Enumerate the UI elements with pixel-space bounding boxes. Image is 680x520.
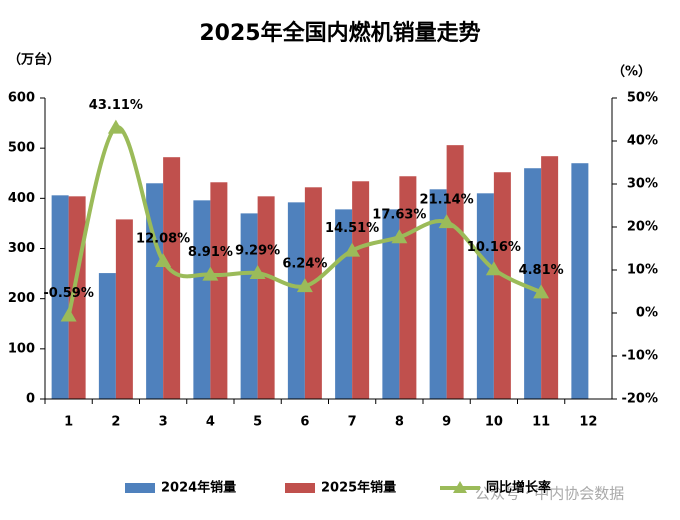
bar xyxy=(98,273,116,399)
x-tick-label: 7 xyxy=(348,415,357,430)
y2-tick-label: -10% xyxy=(621,349,658,364)
bar xyxy=(193,200,211,399)
marker xyxy=(344,242,361,257)
x-tick-label: 8 xyxy=(395,415,404,430)
y-tick-label: 200 xyxy=(8,291,35,306)
legend-label: 同比增长率 xyxy=(486,480,551,496)
marker xyxy=(296,278,313,293)
marker xyxy=(60,307,77,322)
x-tick-label: 3 xyxy=(159,415,168,430)
value-label: 14.51% xyxy=(325,221,379,236)
y-axis-label: （万台） xyxy=(8,52,60,68)
bar xyxy=(352,181,370,399)
chart-title: 2025年全国内燃机销量走势 xyxy=(199,20,480,46)
bar xyxy=(571,163,589,399)
bar xyxy=(382,209,400,399)
bar xyxy=(146,183,164,399)
value-label: 17.63% xyxy=(372,208,426,223)
x-tick-label: 1 xyxy=(64,415,73,430)
legend-marker xyxy=(453,481,467,493)
y2-tick-label: 10% xyxy=(627,263,658,278)
y-tick-label: 0 xyxy=(26,392,35,407)
y2-tick-label: 20% xyxy=(627,220,658,235)
marker xyxy=(202,266,219,281)
bar xyxy=(493,172,511,399)
bar xyxy=(524,168,542,399)
bar xyxy=(446,145,464,399)
x-tick-label: 5 xyxy=(253,415,262,430)
y-tick-label: 100 xyxy=(8,341,35,356)
x-tick-label: 12 xyxy=(579,415,597,430)
x-tick-label: 2 xyxy=(111,415,120,430)
value-label: 4.81% xyxy=(519,263,564,278)
bar xyxy=(240,213,258,399)
value-label: 6.24% xyxy=(282,257,327,272)
y2-tick-label: -20% xyxy=(621,392,658,407)
legend-label: 2025年销量 xyxy=(321,480,396,496)
bar xyxy=(210,182,228,399)
marker xyxy=(485,261,502,276)
marker xyxy=(533,284,550,299)
bar xyxy=(476,193,494,399)
x-tick-label: 11 xyxy=(532,415,550,430)
y2-tick-label: 50% xyxy=(627,91,658,106)
x-tick-label: 4 xyxy=(206,415,215,430)
x-tick-label: 10 xyxy=(485,415,503,430)
marker xyxy=(107,119,124,134)
x-tick-label: 6 xyxy=(300,415,309,430)
x-tick-label: 9 xyxy=(442,415,451,430)
value-label: 12.08% xyxy=(136,232,190,247)
legend-swatch xyxy=(125,483,155,493)
value-label: 10.16% xyxy=(467,240,521,255)
value-label: 21.14% xyxy=(420,193,474,208)
bar xyxy=(257,196,275,399)
legend-swatch xyxy=(285,483,315,493)
value-label: -0.59% xyxy=(43,286,94,301)
value-label: 43.11% xyxy=(89,98,143,113)
y-tick-label: 300 xyxy=(8,241,35,256)
legend-label: 2024年销量 xyxy=(161,480,236,496)
bar xyxy=(541,156,559,399)
bar xyxy=(429,189,447,399)
watermark: 公众号 · 中内协会数据 xyxy=(475,485,624,503)
y-tick-label: 600 xyxy=(8,91,35,106)
y-tick-label: 400 xyxy=(8,191,35,206)
value-label: 9.29% xyxy=(235,244,280,259)
bar xyxy=(115,219,133,399)
y2-tick-label: 40% xyxy=(627,134,658,149)
bar xyxy=(287,202,305,399)
marker xyxy=(249,265,266,280)
marker xyxy=(438,214,455,229)
y2-tick-label: 30% xyxy=(627,177,658,192)
y-tick-label: 500 xyxy=(8,141,35,156)
bar xyxy=(304,187,322,399)
marker xyxy=(155,253,172,268)
bar xyxy=(51,195,69,399)
marker xyxy=(391,229,408,244)
bar xyxy=(163,157,181,399)
value-label: 8.91% xyxy=(188,245,233,260)
y2-tick-label: 0% xyxy=(636,306,658,321)
bar xyxy=(335,209,353,399)
y2-axis-label: （%） xyxy=(612,64,651,80)
